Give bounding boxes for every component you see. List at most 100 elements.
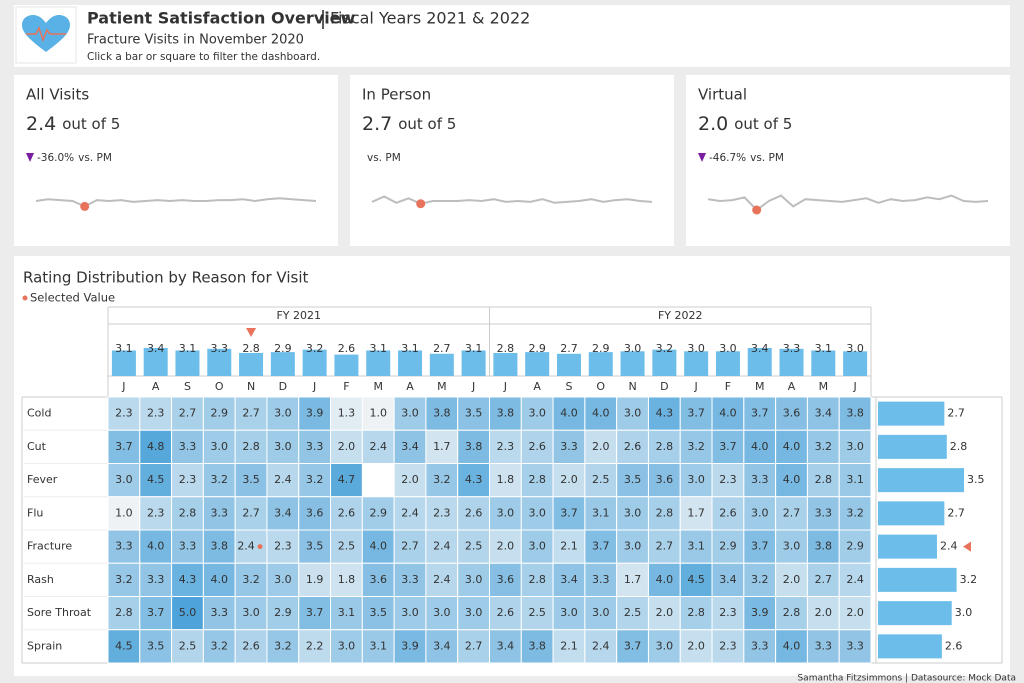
heatmap-cell — [743, 596, 777, 631]
cell-label: 2.8 — [242, 440, 260, 453]
cell-label: 3.6 — [783, 407, 801, 420]
cell-label: 3.0 — [401, 407, 419, 420]
kpi-value: 2.4 — [26, 113, 56, 135]
cell-label: 2.8 — [179, 506, 197, 519]
month-label: S — [565, 380, 572, 393]
column-average-label: 2.9 — [274, 342, 292, 355]
column-average-label: 3.1 — [369, 342, 387, 355]
column-average-label: 2.7 — [560, 342, 578, 355]
heatmap-cell — [520, 596, 554, 631]
heatmap-cell — [775, 562, 808, 597]
heatmap-cell — [584, 463, 618, 498]
cell-label: 2.6 — [528, 440, 546, 453]
cell-label: 3.4 — [433, 639, 451, 652]
kpi-title: All Visits — [26, 86, 89, 104]
kpi-scale: out of 5 — [398, 115, 456, 133]
cell-label: 3.9 — [751, 606, 769, 619]
heatmap-cell — [139, 496, 173, 531]
heatmap-cell — [489, 629, 522, 664]
heatmap-cell — [806, 529, 840, 564]
cell-label: 3.0 — [783, 540, 801, 553]
heatmap-cell — [616, 429, 649, 464]
row-label: Fever — [27, 473, 58, 486]
sparkline-selected-point — [80, 201, 90, 211]
kpi-title: Virtual — [698, 86, 747, 104]
cell-label: 2.8 — [528, 473, 546, 486]
heatmap-cell — [520, 396, 554, 431]
heatmap-cell — [298, 529, 332, 564]
cell-label: 3.0 — [242, 606, 260, 619]
column-average-label: 3.3 — [783, 342, 801, 355]
column-average-label: 3.0 — [719, 342, 737, 355]
column-average-label: 3.0 — [687, 342, 705, 355]
cell-label: 2.8 — [528, 573, 546, 586]
cell-label: 3.3 — [815, 506, 833, 519]
heatmap-cell — [552, 396, 586, 431]
heatmap-cell — [616, 562, 649, 597]
column-average-label: 2.6 — [338, 342, 356, 355]
column-average-label: 3.0 — [846, 342, 864, 355]
cell-label: 2.6 — [338, 506, 356, 519]
cell-label: 4.0 — [211, 573, 229, 586]
cell-label: 2.0 — [592, 440, 610, 453]
heatmap-cell — [393, 463, 427, 498]
cell-label: 3.3 — [211, 506, 229, 519]
header-subtitle: Fracture Visits in November 2020 — [87, 33, 304, 48]
cell-label: 2.9 — [369, 506, 387, 519]
kpi-change-line: -46.7% vs. PM — [709, 152, 784, 164]
row-label: Sprain — [27, 639, 62, 652]
column-average-bar — [779, 348, 804, 376]
heatmap-title: Rating Distribution by Reason for Visit — [23, 269, 308, 287]
column-average-label: 2.7 — [433, 342, 451, 355]
column-average-label: 2.8 — [497, 342, 515, 355]
row-label: Flu — [27, 506, 43, 519]
cell-label: 2.4 — [433, 573, 451, 586]
cell-label: 3.8 — [433, 407, 451, 420]
heatmap-cell — [361, 596, 395, 631]
heatmap-cell — [330, 596, 363, 631]
heatmap-cell — [234, 629, 268, 664]
cell-label: 3.0 — [338, 639, 356, 652]
heatmap-cell — [775, 463, 808, 498]
cell-label: 2.5 — [338, 540, 356, 553]
cell-label: 3.9 — [401, 639, 419, 652]
cell-label: 4.7 — [338, 473, 356, 486]
heatmap-cell — [298, 629, 332, 664]
heatmap-cell — [457, 529, 491, 564]
kpi-value-line: 2.0 out of 5 — [698, 113, 792, 135]
month-label: J — [852, 380, 856, 393]
month-label: M — [755, 380, 765, 393]
cell-label: 3.2 — [274, 639, 292, 652]
cell-label: 2.3 — [719, 639, 737, 652]
cell-label: 3.5 — [147, 639, 165, 652]
cell-label: 3.0 — [624, 540, 642, 553]
column-average-label: 3.1 — [401, 342, 419, 355]
heatmap-cell — [552, 429, 586, 464]
heatmap-cell — [139, 562, 173, 597]
heatmap-cell — [711, 562, 745, 597]
cell-label: 3.2 — [211, 473, 229, 486]
cell-label: 2.8 — [656, 506, 674, 519]
cell-label: 2.5 — [179, 639, 197, 652]
row-label: Cut — [27, 440, 47, 453]
heatmap-cell — [330, 562, 363, 597]
cell-label: 2.1 — [560, 540, 578, 553]
month-label: A — [533, 380, 541, 393]
cell-label: 3.5 — [465, 407, 483, 420]
month-label: F — [343, 380, 349, 393]
sparkline-selected-point — [752, 205, 762, 215]
column-average-bar — [843, 351, 868, 376]
heatmap-cell — [425, 629, 459, 664]
kpi-change: -36.0% — [37, 152, 74, 164]
cell-label: 3.2 — [211, 639, 229, 652]
row-label: Sore Throat — [27, 606, 92, 619]
cell-label: 3.2 — [846, 506, 864, 519]
month-label: A — [788, 380, 796, 393]
cell-label: 1.9 — [306, 573, 324, 586]
cell-label: 3.0 — [274, 407, 292, 420]
heatmap-cell — [298, 429, 332, 464]
cell-label: 2.5 — [592, 473, 610, 486]
cell-label: 3.1 — [369, 639, 387, 652]
row-label: Cold — [27, 407, 51, 420]
cell-label: 2.8 — [815, 473, 833, 486]
